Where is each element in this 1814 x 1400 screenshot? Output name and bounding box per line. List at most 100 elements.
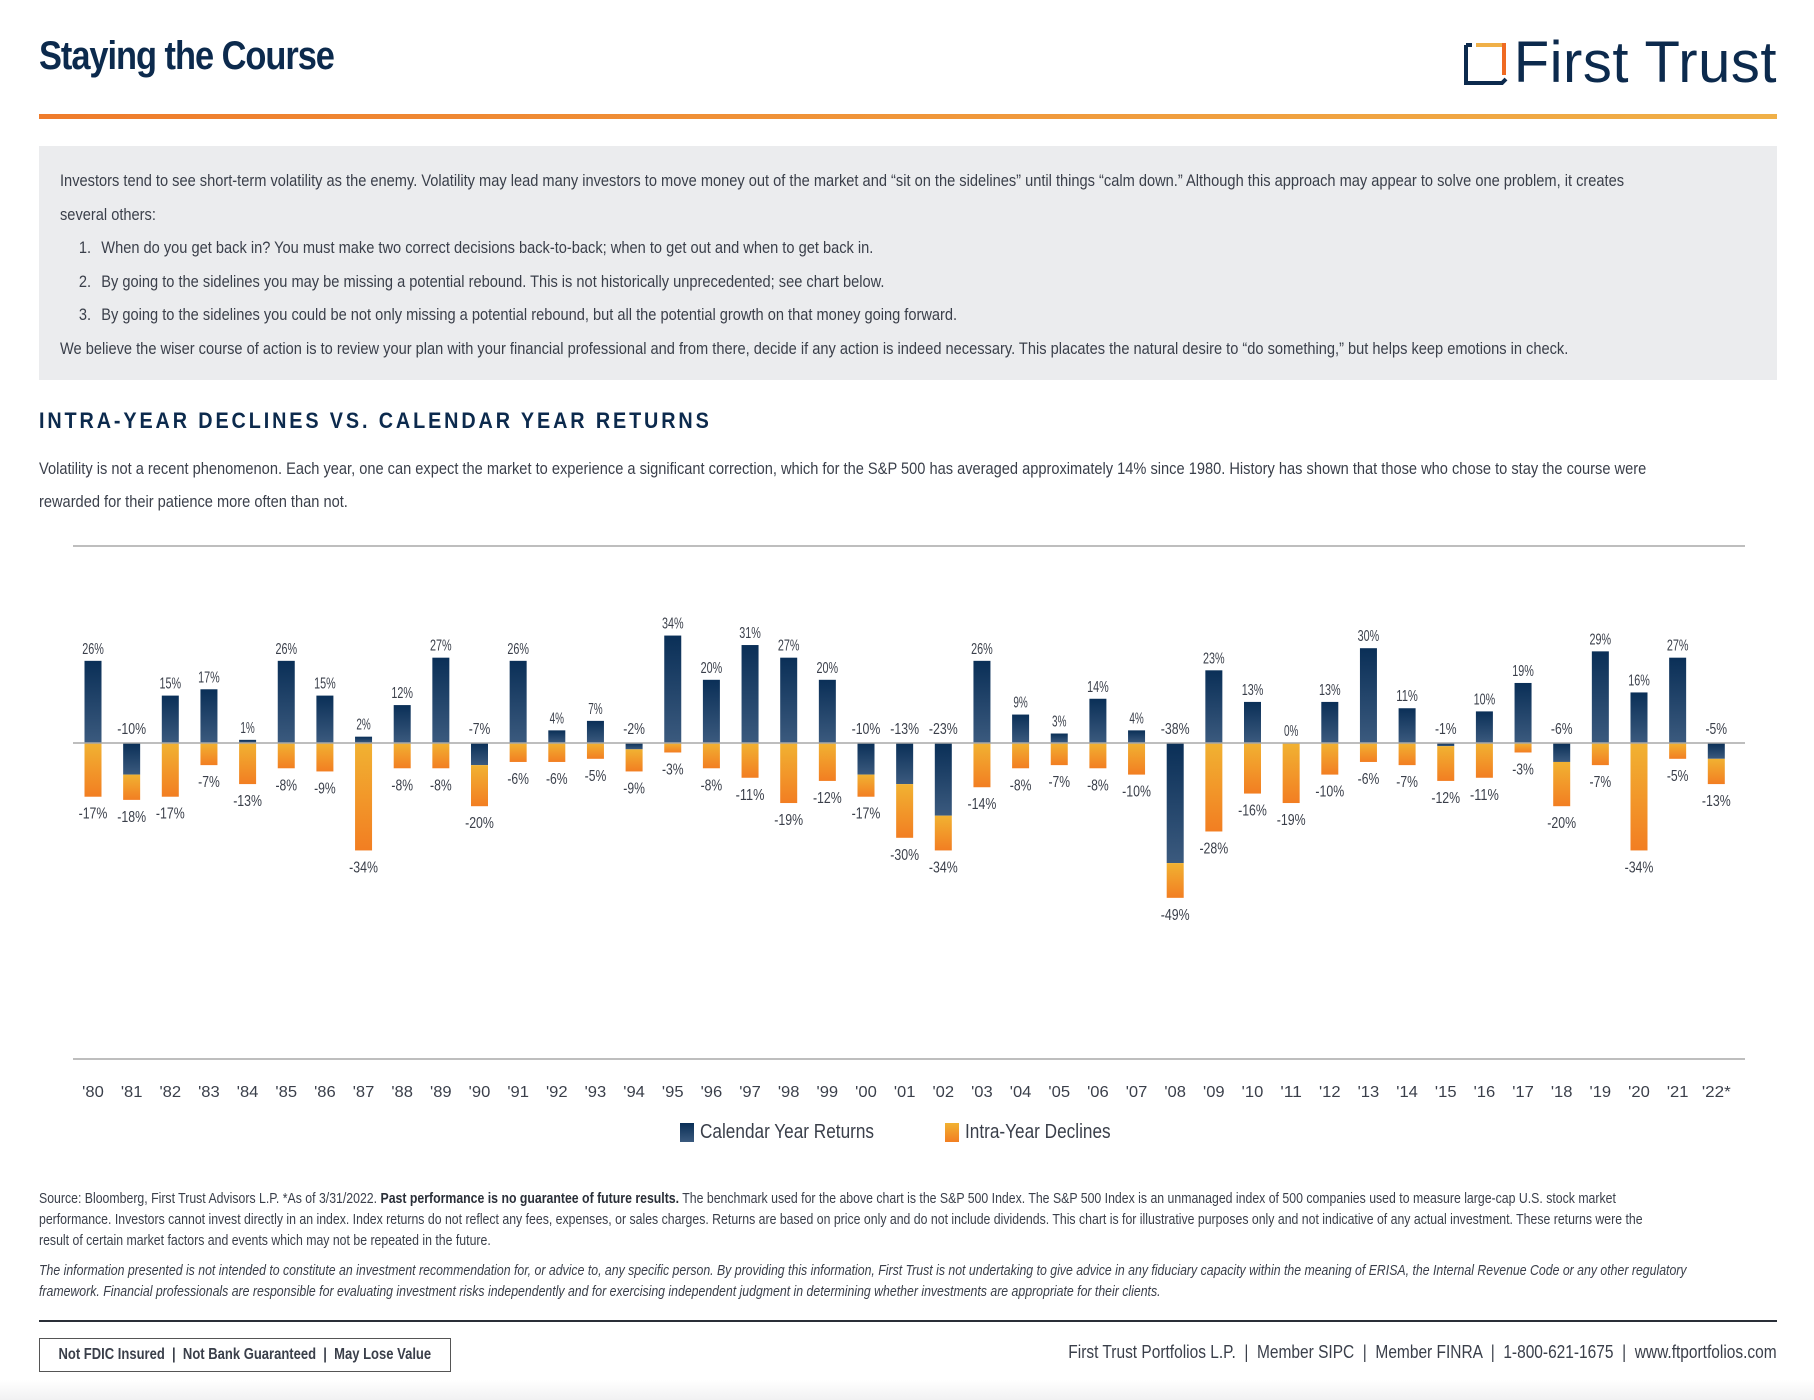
x-axis-tick-label: '82 <box>160 1084 182 1101</box>
calendar-return-bar <box>625 743 643 750</box>
intra-year-decline-label: -49% <box>1161 907 1190 924</box>
calendar-return-label: -10% <box>852 721 881 738</box>
intro-list-item: 3. By going to the sidelines you could be… <box>60 298 1519 332</box>
intra-year-decline-bar <box>1128 743 1146 775</box>
intra-year-decline-bar <box>1514 743 1532 753</box>
section-subtitle: Volatility is not a recent phenomenon. E… <box>39 452 1776 518</box>
fdic-disclaimer-text: Not FDIC Insured | Not Bank Guaranteed |… <box>58 1346 432 1363</box>
intra-year-decline-bar <box>586 743 604 759</box>
intra-year-decline-bar <box>702 743 720 769</box>
intra-year-decline-label: -8% <box>275 777 297 794</box>
x-axis-tick-label: '84 <box>237 1084 259 1101</box>
intra-year-decline-label: -17% <box>79 806 108 823</box>
legend-swatch-orange <box>944 1123 959 1142</box>
calendar-return-bar <box>702 679 720 743</box>
subtitle-line: Volatility is not a recent phenomenon. E… <box>39 459 1647 478</box>
calendar-return-label: 26% <box>507 641 529 658</box>
calendar-return-bar <box>1437 743 1455 747</box>
calendar-return-label: 14% <box>1087 679 1109 696</box>
x-axis-tick-label: '19 <box>1590 1084 1612 1101</box>
x-axis-tick-label: '91 <box>507 1084 529 1101</box>
calendar-return-bar <box>586 720 604 743</box>
x-axis-tick-label: '86 <box>314 1084 336 1101</box>
page-bottom-fade <box>0 1380 1814 1400</box>
intra-year-decline-label: -10% <box>1315 784 1344 801</box>
calendar-return-label: 13% <box>1319 682 1341 699</box>
intra-year-decline-label: -12% <box>1431 790 1460 807</box>
intra-year-decline-bar <box>934 815 952 851</box>
legend-swatch-navy <box>680 1123 695 1142</box>
x-axis-tick-label: '08 <box>1164 1084 1186 1101</box>
calendar-return-bar <box>1128 730 1146 743</box>
legend-item-intra-year-declines: Intra-Year Declines <box>944 1121 1134 1144</box>
calendar-return-bar <box>471 743 488 766</box>
calendar-return-bar <box>1089 698 1107 743</box>
intra-year-decline-bar <box>1630 743 1648 851</box>
calendar-return-bar <box>355 736 373 743</box>
x-axis-tick-label: '93 <box>585 1084 607 1101</box>
x-axis-tick-label: '06 <box>1087 1084 1109 1101</box>
calendar-return-label: -38% <box>1161 721 1190 738</box>
calendar-return-bar <box>432 657 450 743</box>
intra-year-decline-label: -17% <box>852 806 881 823</box>
intra-year-decline-label: -13% <box>1702 793 1731 810</box>
intra-year-decline-label: -6% <box>546 771 568 788</box>
labels-group: 26% -17% '80 -10% -18% '81 15% -17% '82 17% -7% '83… <box>79 616 1731 1101</box>
intra-year-decline-bar <box>277 743 295 769</box>
intra-year-decline-label: -17% <box>156 806 185 823</box>
intra-year-decline-bar <box>509 743 527 762</box>
intra-year-decline-label: -8% <box>430 777 452 794</box>
list-text: By going to the sidelines you could be n… <box>101 305 958 324</box>
footer-divider <box>39 1320 1777 1322</box>
intra-year-decline-label: -8% <box>391 777 413 794</box>
source-rest: The benchmark used for the above chart i… <box>679 1191 1616 1207</box>
calendar-return-label: 27% <box>778 638 800 655</box>
intra-year-decline-label: -8% <box>1087 777 1109 794</box>
intra-year-decline-bar <box>1398 743 1416 766</box>
intra-year-decline-bar <box>123 774 141 800</box>
intra-year-decline-bar <box>1591 743 1609 766</box>
intra-year-decline-label: -18% <box>117 809 146 826</box>
list-number: 3. <box>78 305 92 324</box>
source-line: performance. Investors cannot invest dir… <box>39 1212 1643 1228</box>
source-footnote: Source: Bloomberg, First Trust Advisors … <box>39 1189 1776 1252</box>
intra-year-decline-label: -12% <box>813 790 842 807</box>
calendar-return-label: 13% <box>1242 682 1264 699</box>
intra-year-decline-label: -19% <box>774 812 803 829</box>
x-axis-tick-label: '99 <box>817 1084 839 1101</box>
intra-year-decline-bar <box>741 743 759 778</box>
past-performance-warning: Past performance is no guarantee of futu… <box>380 1191 680 1207</box>
fdic-disclaimer-badge: Not FDIC Insured | Not Bank Guaranteed |… <box>39 1338 451 1372</box>
intra-year-decline-label: -19% <box>1277 812 1306 829</box>
intra-year-decline-bar <box>1707 758 1725 785</box>
intra-year-decline-label: -6% <box>507 771 529 788</box>
calendar-return-label: 15% <box>314 676 336 693</box>
intra-year-decline-label: -7% <box>1590 774 1612 791</box>
calendar-return-label: 27% <box>1667 638 1689 655</box>
calendar-return-label: 19% <box>1512 663 1534 680</box>
subtitle-line: rewarded for their patience more often t… <box>39 492 348 511</box>
calendar-return-bar <box>896 743 914 785</box>
intra-year-decline-label: -13% <box>233 793 262 810</box>
intra-year-decline-bar <box>355 743 373 851</box>
calendar-return-bar <box>509 660 527 743</box>
calendar-return-bar <box>934 743 952 816</box>
intra-year-decline-bar <box>239 743 257 785</box>
intra-year-decline-label: -3% <box>662 761 684 778</box>
logo-text: First Trust <box>1513 30 1777 95</box>
calendar-return-bar <box>1205 670 1223 743</box>
intra-year-decline-bar <box>1321 743 1339 775</box>
intra-year-decline-bar <box>780 743 798 804</box>
logo-bracket-icon <box>1463 43 1508 85</box>
calendar-return-label: 26% <box>275 641 297 658</box>
x-axis-tick-label: '22* <box>1702 1084 1731 1101</box>
calendar-return-label: 10% <box>1474 691 1496 708</box>
x-axis-tick-label: '04 <box>1010 1084 1032 1101</box>
intra-year-decline-bar <box>625 749 643 772</box>
intra-year-decline-bar <box>1012 743 1030 769</box>
x-axis-tick-label: '17 <box>1512 1084 1534 1101</box>
calendar-return-label: -10% <box>117 721 146 738</box>
intra-year-decline-label: -20% <box>465 815 494 832</box>
calendar-return-label: 20% <box>701 660 723 677</box>
intra-year-decline-bar <box>1475 743 1493 778</box>
